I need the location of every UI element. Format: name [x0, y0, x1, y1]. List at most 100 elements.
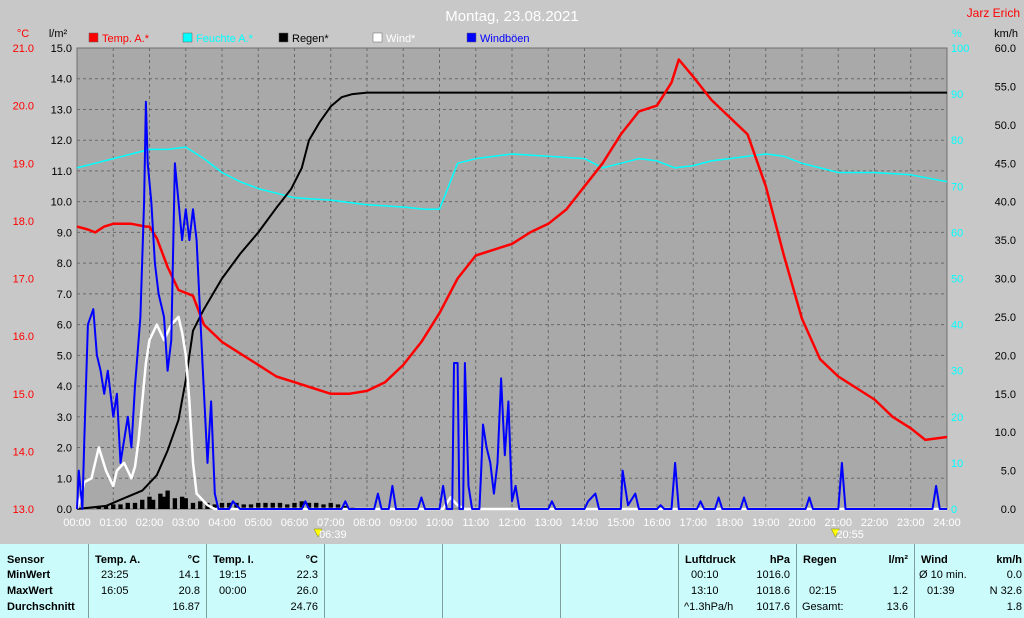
x-tick-label: 20:00 — [788, 517, 816, 529]
x-tick-label: 02:00 — [136, 517, 164, 529]
header-sensor: Sensor — [7, 554, 45, 566]
x-tick-label: 09:00 — [389, 517, 417, 529]
wind-tick-label: 50.0 — [995, 120, 1016, 132]
humidity-tick-label: 70 — [951, 181, 963, 193]
series-lines — [75, 58, 948, 511]
x-tick-label: 23:00 — [897, 517, 925, 529]
cell-temp-i-value: 26.0 — [296, 585, 318, 597]
sun-markers: 06:39 20:55 — [313, 528, 864, 541]
rain-tick-label: 6.0 — [57, 320, 72, 332]
x-tick-label: 19:00 — [752, 517, 780, 529]
rain-tick-label: 10.0 — [51, 197, 72, 209]
wind-tick-label: 30.0 — [995, 274, 1016, 286]
x-tick-label: 07:00 — [317, 517, 345, 529]
rain-bar — [125, 502, 130, 509]
rain-tick-label: 1.0 — [57, 473, 72, 485]
sunset-label: 20:55 — [836, 529, 864, 541]
legend-label: Wind* — [386, 33, 416, 45]
table-divider — [206, 544, 207, 618]
humidity-tick-label: 10 — [951, 458, 963, 470]
sunrise-label: 06:39 — [319, 529, 347, 541]
rain-bar — [198, 501, 203, 509]
x-tick-label: 17:00 — [679, 517, 707, 529]
table-divider — [88, 544, 89, 618]
legend-swatch — [466, 32, 477, 43]
rain-bar — [111, 504, 116, 509]
series-line-windb-en — [76, 100, 947, 510]
header-rain: Regen — [803, 554, 837, 566]
rain-bar — [161, 496, 167, 509]
rain-bar — [179, 496, 185, 509]
cell-temp-a-time: 23:25 — [101, 569, 129, 581]
x-tick-label: 03:00 — [172, 517, 200, 529]
cell-pressure-time: 00:10 — [691, 569, 719, 581]
rain-bar — [292, 502, 297, 509]
rain-tick-label: 4.0 — [57, 381, 72, 393]
legend-label: Temp. A.* — [102, 33, 150, 45]
rain-unit-label: l/m² — [49, 28, 68, 40]
x-tick-label: 21:00 — [824, 517, 852, 529]
header-pressure: Luftdruck — [685, 554, 736, 566]
cell-temp-i-value: 24.76 — [290, 601, 318, 613]
cell-temp-i-time: 00:00 — [219, 585, 247, 597]
wind-tick-label: 20.0 — [995, 350, 1016, 362]
humidity-tick-label: 100 — [951, 43, 969, 55]
rain-bar — [314, 502, 319, 509]
x-tick-label: 13:00 — [534, 517, 562, 529]
wind-tick-label: 5.0 — [1001, 466, 1016, 478]
cell-rain-total-label: Gesamt: — [802, 601, 844, 613]
wind-tick-label: 35.0 — [995, 235, 1016, 247]
humidity-tick-label: 50 — [951, 274, 963, 286]
legend-label: Regen* — [292, 33, 329, 45]
header-temp-i-unit: °C — [305, 554, 318, 566]
rain-bar — [158, 493, 163, 509]
rain-tick-label: 5.0 — [57, 350, 72, 362]
cell-wind-value: 0.0 — [1006, 569, 1022, 581]
rain-bar — [132, 502, 138, 509]
series-line-feuchte-a — [76, 146, 948, 211]
wind-unit-label: km/h — [994, 28, 1018, 40]
rain-bar — [343, 505, 348, 509]
x-tick-label: 04:00 — [208, 517, 236, 529]
cell-temp-a-time: 16:05 — [101, 585, 129, 597]
rain-bar — [241, 504, 246, 509]
temp-tick-label: 16.0 — [13, 331, 34, 343]
temp-tick-label: 17.0 — [13, 274, 34, 286]
x-tick-label: 10:00 — [426, 517, 454, 529]
header-wind: Wind — [921, 554, 948, 566]
x-tick-label: 06:00 — [281, 517, 309, 529]
rain-tick-label: 15.0 — [51, 43, 72, 55]
cell-rain-value: 13.6 — [886, 601, 908, 613]
rain-bar — [183, 498, 188, 509]
cell-wind-time: Ø 10 min. — [919, 569, 967, 581]
cell-pressure-trend: ^1.3hPa/h — [684, 601, 734, 613]
temp-tick-label: 14.0 — [13, 446, 34, 458]
author-label: Jarz Erich — [967, 6, 1020, 20]
rain-bar — [147, 496, 152, 509]
header-rain-unit: l/m² — [888, 554, 908, 566]
rain-bar — [150, 499, 156, 509]
header-temp-a: Temp. A. — [95, 554, 141, 566]
statistics-table: Sensor Temp. A. °C Temp. I. °C Luftdruck… — [0, 544, 1024, 618]
x-tick-label: 08:00 — [353, 517, 381, 529]
sunset-marker — [830, 528, 840, 538]
x-tick-label: 12:00 — [498, 517, 526, 529]
rain-bar — [285, 504, 290, 509]
row-label: Durchschnitt — [7, 601, 75, 613]
cell-temp-i-time: 19:15 — [219, 569, 247, 581]
row-label: MaxWert — [7, 585, 53, 597]
wind-tick-label: 40.0 — [995, 197, 1016, 209]
x-tick-label: 05:00 — [244, 517, 272, 529]
weather-chart: 13.0 14.0 15.0 16.0 17.0 18.0 19.0 20.0 21.0 0.0 1… — [12, 6, 1020, 541]
cell-wind-value: 1.8 — [1006, 601, 1022, 613]
cell-rain-time: 02:15 — [809, 585, 837, 597]
rain-bar — [248, 504, 254, 509]
rain-tick-label: 11.0 — [51, 166, 72, 178]
header-temp-a-unit: °C — [187, 554, 200, 566]
chart-title: Montag, 23.08.2021 — [445, 8, 578, 25]
rain-bar — [263, 502, 268, 509]
x-tick-label: 15:00 — [607, 517, 635, 529]
x-tick-label: 14:00 — [571, 517, 599, 529]
rain-bar — [140, 499, 145, 509]
header-temp-i: Temp. I. — [213, 554, 254, 566]
